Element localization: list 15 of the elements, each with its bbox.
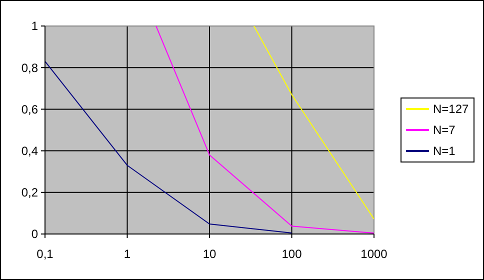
x-tick-label: 1000 <box>360 247 388 261</box>
x-tick-label: 100 <box>282 247 302 261</box>
y-tick-label: 0,4 <box>21 144 38 158</box>
legend-label: N=127 <box>433 102 470 116</box>
line-series <box>45 60 292 234</box>
y-tick-label: 1 <box>31 19 38 34</box>
y-tick-label: 0 <box>31 227 38 242</box>
legend-label: N=7 <box>433 123 456 138</box>
y-tick-label: 0,6 <box>21 102 38 116</box>
y-tick-label: 0,2 <box>21 186 38 200</box>
x-tick-label: 0,1 <box>36 247 54 261</box>
y-tick-label: 0,8 <box>21 60 38 75</box>
x-tick-label: 1 <box>124 247 131 261</box>
x-tick-label: 10 <box>202 247 216 261</box>
legend-label: N=1 <box>433 144 456 158</box>
